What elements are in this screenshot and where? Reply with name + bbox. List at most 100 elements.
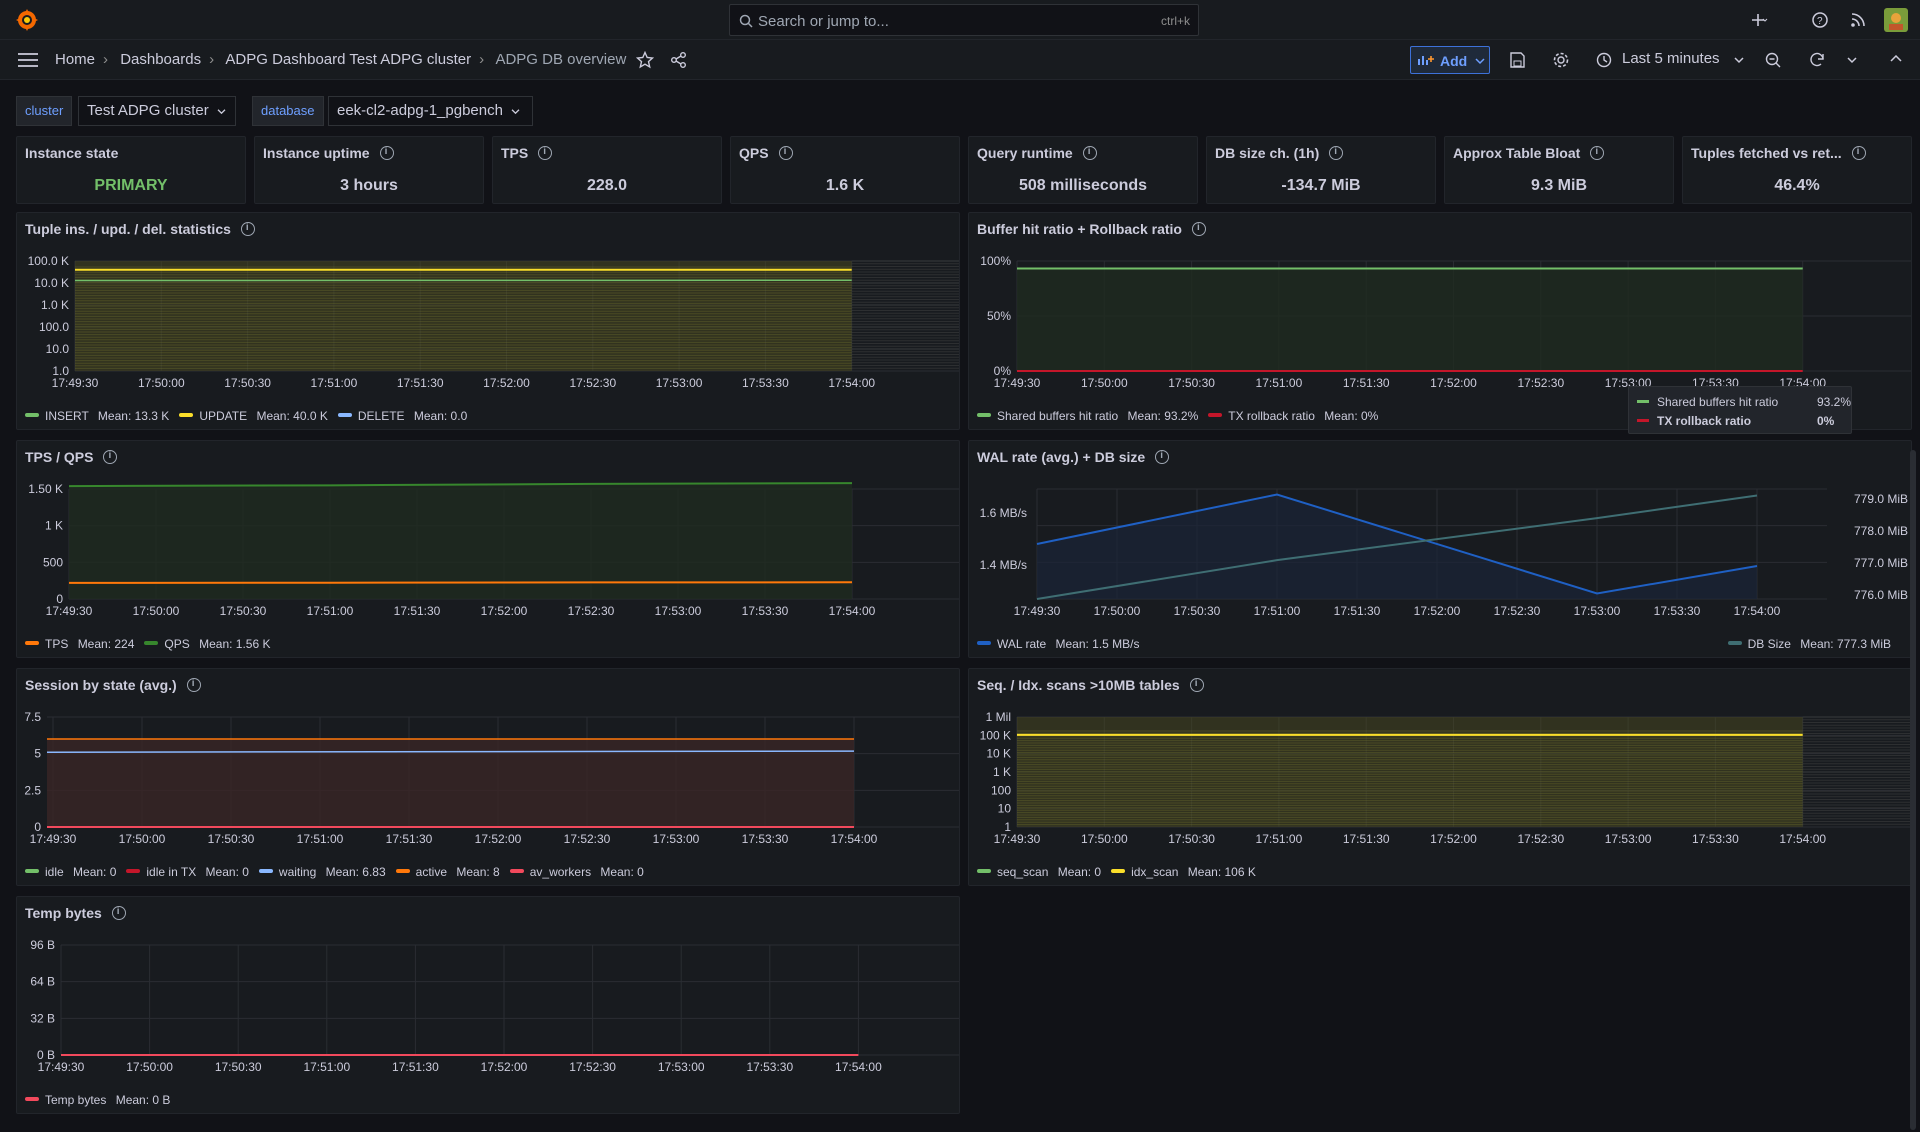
user-avatar-icon[interactable] [1884, 8, 1908, 32]
legend-item[interactable]: idx_scan Mean: 106 K [1111, 865, 1256, 879]
breadcrumb-home[interactable]: Home [55, 51, 96, 68]
search-input[interactable]: Search or jump to... ctrl+k [729, 4, 1199, 36]
stat-title-row: Instance state [25, 145, 118, 161]
graph-canvas[interactable]: 17:49:30 17:50:00 17:50:30 17:51:00 17:51:30… [17, 213, 960, 430]
x-tick-label: 17:53:30 [742, 376, 789, 390]
stat-panel: QPS 1.6 K [730, 136, 960, 204]
page-scrollbar[interactable] [1910, 450, 1916, 1130]
x-tick-label: 17:50:30 [1168, 832, 1215, 846]
help-icon[interactable]: ? [1810, 10, 1830, 30]
star-icon[interactable] [636, 51, 654, 69]
legend-item[interactable]: Temp bytes Mean: 0 B [25, 1093, 170, 1107]
graph-canvas[interactable]: 17:49:30 17:50:00 17:50:30 17:51:00 17:51:30… [17, 897, 960, 1114]
x-tick-label: 17:53:00 [658, 1060, 705, 1074]
save-icon[interactable] [1508, 51, 1526, 69]
tooltip-row: Shared buffers hit ratio 93.2% [1637, 395, 1851, 409]
legend-item[interactable]: waiting Mean: 6.83 [258, 865, 386, 879]
graph-canvas[interactable]: 17:49:30 17:50:00 17:50:30 17:51:00 17:51:30… [17, 441, 960, 658]
legend-item[interactable]: av_workers Mean: 0 [509, 865, 644, 879]
menu-icon[interactable] [17, 52, 39, 68]
grafana-logo-icon[interactable] [15, 8, 39, 32]
legend-item[interactable]: DELETE Mean: 0.0 [337, 409, 468, 423]
add-button[interactable]: Add [1410, 46, 1490, 74]
x-tick-label: 17:53:00 [655, 604, 702, 618]
y-tick-label: 0 [34, 820, 41, 834]
share-icon[interactable] [670, 51, 688, 69]
panel-title: WAL rate (avg.) + DB size [977, 449, 1146, 465]
plus-icon[interactable] [1748, 10, 1768, 30]
legend-item[interactable]: active Mean: 8 [395, 865, 500, 879]
y-tick-label: 100 K [980, 728, 1011, 742]
legend-series-name: active [415, 865, 448, 879]
x-tick-label: 17:50:00 [1081, 376, 1128, 390]
time-range-picker[interactable]: Last 5 minutes [1622, 50, 1720, 67]
refresh-icon[interactable] [1808, 51, 1826, 69]
settings-gear-icon[interactable] [1552, 51, 1570, 69]
x-tick-label: 17:52:30 [1517, 376, 1564, 390]
y-tick-label: 1 K [45, 519, 63, 533]
info-icon[interactable] [186, 678, 201, 692]
legend-item[interactable]: UPDATE Mean: 40.0 K [179, 409, 328, 423]
info-icon[interactable] [1590, 146, 1605, 160]
panel-title: Seq. / Idx. scans >10MB tables [977, 677, 1180, 693]
legend-item[interactable]: DB Size Mean: 777.3 MiB [1727, 637, 1891, 651]
legend-item[interactable]: QPS Mean: 1.56 K [144, 637, 270, 651]
db-size-series-line [1036, 494, 1758, 600]
legend-item[interactable]: INSERT Mean: 13.3 K [25, 409, 169, 423]
temp-bytes-panel: Temp bytes 17:49:30 17:50:00 17:50:30 17:51… [16, 896, 960, 1114]
info-icon[interactable] [240, 222, 255, 236]
graph-canvas[interactable]: 17:49:30 17:50:00 17:50:30 17:51:00 17:51:30… [969, 213, 1912, 430]
info-icon[interactable] [1189, 678, 1204, 692]
info-icon[interactable] [103, 450, 118, 464]
x-tick-label: 17:52:30 [1517, 832, 1564, 846]
legend-item[interactable]: WAL rate Mean: 1.5 MB/s [977, 637, 1140, 651]
y-tick-label: 10 K [986, 747, 1011, 761]
breadcrumb-folder[interactable]: ADPG Dashboard Test ADPG cluster [225, 51, 472, 68]
x-tick-label: 17:52:30 [568, 604, 615, 618]
legend-swatch [1727, 641, 1742, 645]
legend-series-name: idx_scan [1131, 865, 1179, 879]
graph-canvas[interactable]: 17:49:30 17:50:00 17:50:30 17:51:00 17:51:30… [17, 669, 960, 886]
info-icon[interactable] [1851, 146, 1866, 160]
info-icon[interactable] [538, 146, 553, 160]
legend-item[interactable]: idle in TX Mean: 0 [126, 865, 249, 879]
info-icon[interactable] [1082, 146, 1097, 160]
cluster-variable-select[interactable]: Test ADPG cluster [78, 96, 236, 126]
legend-series-name: idle [45, 865, 64, 879]
x-tick-label: 17:53:30 [742, 832, 789, 846]
legend-mean: Mean: 224 [77, 637, 135, 651]
legend-item[interactable]: TX rollback ratio Mean: 0% [1208, 409, 1378, 423]
info-icon[interactable] [379, 146, 394, 160]
legend-mean: Mean: 0.0 [413, 409, 468, 423]
graph-canvas[interactable]: 17:49:30 17:50:00 17:50:30 17:51:00 17:51:30… [969, 669, 1912, 886]
x-tick-label: 17:50:30 [215, 1060, 262, 1074]
info-icon[interactable] [778, 146, 793, 160]
info-icon[interactable] [1191, 222, 1206, 236]
stat-panel: Tuples fetched vs ret... 46.4% [1682, 136, 1912, 204]
news-rss-icon[interactable] [1848, 10, 1868, 30]
keyboard-shortcut: ctrl+k [1160, 14, 1190, 28]
legend-item[interactable]: idle Mean: 0 [25, 865, 116, 879]
y-tick-label: 100% [980, 254, 1011, 268]
legend-swatch [1637, 419, 1649, 422]
info-icon[interactable] [1155, 450, 1170, 464]
zoom-out-icon[interactable] [1764, 51, 1782, 69]
x-tick-label: 17:51:00 [311, 376, 358, 390]
chevron-up-icon[interactable] [1890, 55, 1902, 63]
info-icon[interactable] [1329, 146, 1344, 160]
legend-item[interactable]: seq_scan Mean: 0 [977, 865, 1101, 879]
legend-item[interactable]: TPS Mean: 224 [25, 637, 134, 651]
legend-swatch [25, 641, 39, 645]
x-tick-label: 17:49:30 [52, 376, 99, 390]
legend-item[interactable]: Shared buffers hit ratio Mean: 93.2% [977, 409, 1198, 423]
chevron-down-icon[interactable] [1734, 56, 1744, 64]
database-variable-select[interactable]: eek-cl2-adpg-1_pgbench [328, 96, 533, 126]
stat-title-row: QPS [739, 145, 793, 161]
chevron-down-icon[interactable] [1847, 56, 1857, 64]
stat-title: Instance uptime [263, 145, 370, 161]
info-icon[interactable] [111, 906, 126, 920]
graph-canvas[interactable]: 17:49:30 17:50:00 17:50:30 17:51:00 17:51:30… [969, 441, 1912, 658]
tooltip-series-name: Shared buffers hit ratio [1657, 395, 1779, 409]
breadcrumb-dashboards[interactable]: Dashboards [120, 51, 202, 68]
stat-value: 9.3 MiB [1530, 177, 1587, 194]
